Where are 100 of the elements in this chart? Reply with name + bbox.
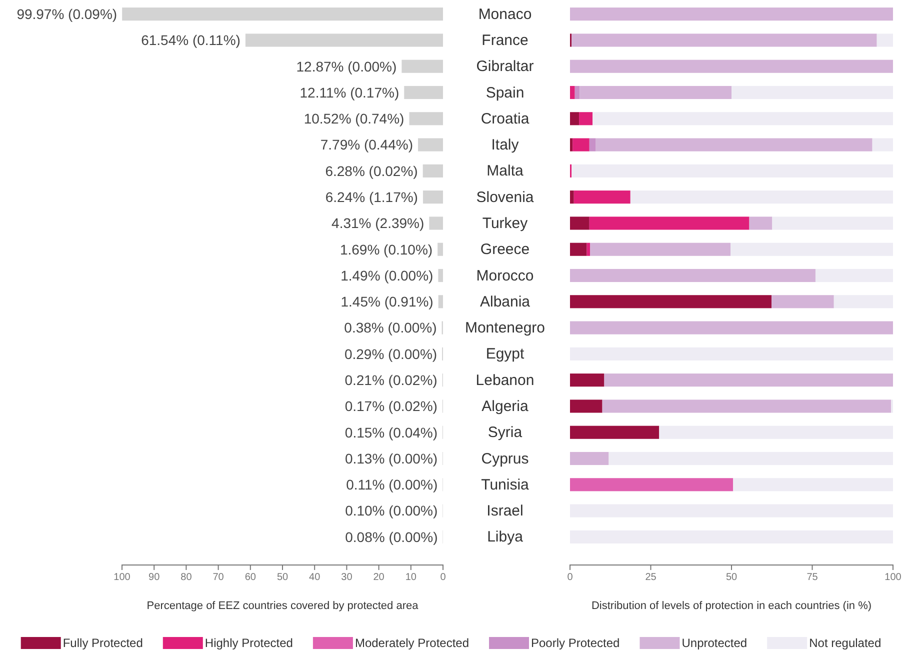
data-label: 0.38% (0.00%) bbox=[344, 320, 437, 336]
data-label: 0.08% (0.00%) bbox=[345, 528, 438, 545]
y-tick-label: Montenegro bbox=[464, 320, 546, 337]
y-tick-label: Croatia bbox=[480, 110, 530, 128]
bar bbox=[570, 60, 893, 73]
y-tick-label: Greece bbox=[480, 241, 530, 258]
bar bbox=[245, 34, 443, 47]
y-tick-label: Israel bbox=[486, 502, 524, 520]
bar bbox=[872, 138, 893, 152]
legend-label: Moderately Protected bbox=[354, 636, 470, 650]
bar bbox=[570, 138, 573, 152]
legend-label: Fully Protected bbox=[62, 636, 143, 650]
bar bbox=[404, 86, 443, 100]
x-axis-title: Percentage of EEZ countries covered by protected area bbox=[146, 600, 420, 612]
y-tick-label: Morocco bbox=[476, 267, 534, 284]
bar bbox=[409, 112, 443, 126]
data-label: 99.97% (0.09%) bbox=[16, 6, 118, 22]
bar bbox=[572, 34, 877, 47]
bar bbox=[772, 295, 834, 308]
data-label: 0.11% (0.00%) bbox=[346, 476, 438, 493]
bar bbox=[570, 86, 575, 100]
bar bbox=[574, 190, 630, 204]
bar bbox=[602, 400, 892, 413]
bar bbox=[592, 112, 893, 126]
x-tick-label: 70 bbox=[212, 572, 224, 584]
bar bbox=[570, 374, 604, 387]
bar bbox=[815, 268, 893, 282]
bar bbox=[590, 242, 731, 256]
y-tick-label: Cyprus bbox=[481, 450, 529, 468]
y-tick-label: Italy bbox=[491, 136, 520, 154]
data-label: 7.79% (0.44%) bbox=[320, 136, 413, 153]
bar bbox=[604, 374, 893, 387]
bar bbox=[570, 216, 590, 230]
y-tick-label: Tunisia bbox=[481, 476, 530, 494]
y-tick-label: Monaco bbox=[478, 6, 532, 23]
legend-label: Not regulated bbox=[809, 636, 882, 650]
bar bbox=[730, 242, 893, 256]
y-tick-label: Lebanon bbox=[476, 372, 534, 389]
bar bbox=[402, 60, 443, 73]
bar bbox=[580, 86, 732, 100]
bar bbox=[574, 86, 580, 100]
y-tick-label: Malta bbox=[486, 162, 524, 180]
bar bbox=[570, 452, 609, 466]
y-tick-label: Slovenia bbox=[476, 188, 534, 206]
y-tick-label: France bbox=[482, 32, 528, 50]
bar bbox=[570, 400, 602, 413]
data-label: 0.17% (0.02%) bbox=[344, 398, 438, 414]
y-tick-label: Spain bbox=[486, 84, 524, 102]
bar bbox=[570, 190, 574, 204]
bar bbox=[579, 112, 593, 126]
legend-label: Unprotected bbox=[682, 636, 748, 650]
x-tick-label: 50 bbox=[726, 572, 738, 584]
x-tick-label: 75 bbox=[806, 572, 818, 584]
data-label: 1.69% (0.10%) bbox=[340, 241, 433, 258]
data-label: 10.52% (0.74%) bbox=[304, 110, 404, 127]
x-tick-label: 100 bbox=[884, 572, 902, 584]
bar bbox=[438, 295, 443, 308]
bar bbox=[570, 242, 587, 256]
data-label: 12.11% (0.17%) bbox=[300, 84, 400, 100]
data-label: 4.31% (2.39%) bbox=[332, 215, 424, 232]
x-tick-label: 0 bbox=[567, 572, 574, 584]
bar bbox=[596, 138, 872, 152]
bar bbox=[749, 216, 772, 230]
bar bbox=[429, 216, 443, 230]
x-tick-label: 20 bbox=[373, 572, 385, 584]
bar bbox=[122, 8, 443, 21]
x-tick-label: 90 bbox=[148, 572, 160, 584]
x-axis-title: Distribution of levels of protection in each countries (in %) bbox=[591, 600, 872, 612]
y-tick-label: Syria bbox=[488, 424, 523, 442]
x-tick-label: 60 bbox=[244, 572, 256, 584]
data-label: 0.13% (0.00%) bbox=[344, 450, 438, 466]
bar bbox=[438, 242, 443, 256]
data-label: 0.10% (0.00%) bbox=[345, 502, 438, 519]
data-label: 0.29% (0.00%) bbox=[344, 346, 438, 362]
data-label: 12.87% (0.00%) bbox=[296, 58, 397, 74]
legend-label: Highly Protected bbox=[204, 636, 293, 650]
x-tick-label: 25 bbox=[645, 572, 657, 584]
y-tick-label: Algeria bbox=[482, 398, 529, 416]
bar bbox=[772, 216, 893, 230]
data-label: 61.54% (0.11%) bbox=[141, 32, 240, 48]
bar bbox=[572, 164, 893, 178]
bar bbox=[570, 8, 893, 21]
bar bbox=[572, 138, 590, 152]
bar bbox=[834, 295, 893, 308]
bar bbox=[733, 478, 893, 492]
bar bbox=[570, 478, 734, 492]
data-label: 1.49% (0.00%) bbox=[340, 267, 434, 284]
bar bbox=[438, 268, 443, 282]
x-tick-label: 40 bbox=[309, 572, 321, 584]
y-tick-label: Egypt bbox=[486, 346, 526, 363]
y-tick-label: Albania bbox=[480, 293, 531, 310]
bar bbox=[422, 190, 443, 204]
x-tick-label: 50 bbox=[276, 572, 288, 584]
bar bbox=[659, 426, 893, 439]
data-label: 6.28% (0.02%) bbox=[325, 162, 418, 179]
bar bbox=[570, 321, 893, 334]
x-tick-label: 80 bbox=[180, 572, 192, 584]
bar bbox=[586, 242, 590, 256]
bar bbox=[732, 86, 893, 100]
bar bbox=[589, 216, 750, 230]
